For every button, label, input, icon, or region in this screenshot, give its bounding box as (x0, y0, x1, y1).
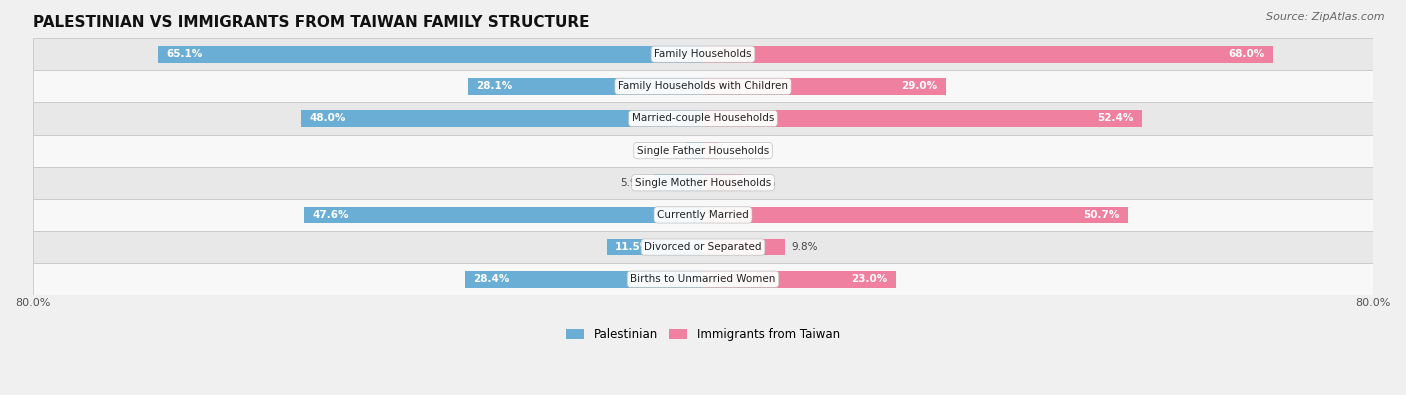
Text: 5.9%: 5.9% (620, 178, 647, 188)
FancyBboxPatch shape (32, 102, 1374, 135)
Bar (703, 239, 785, 256)
Text: Single Mother Households: Single Mother Households (636, 178, 770, 188)
Text: Family Households with Children: Family Households with Children (619, 81, 787, 91)
Bar (703, 110, 1142, 127)
Text: 11.5%: 11.5% (614, 242, 651, 252)
Bar (703, 142, 718, 159)
Text: 4.7%: 4.7% (749, 178, 776, 188)
Text: 28.1%: 28.1% (477, 81, 512, 91)
Bar (703, 78, 946, 95)
Text: 23.0%: 23.0% (851, 274, 887, 284)
Text: 1.8%: 1.8% (724, 146, 751, 156)
FancyBboxPatch shape (32, 199, 1374, 231)
Legend: Palestinian, Immigrants from Taiwan: Palestinian, Immigrants from Taiwan (561, 324, 845, 346)
Text: 28.4%: 28.4% (474, 274, 510, 284)
Bar (606, 239, 703, 256)
Text: Births to Unmarried Women: Births to Unmarried Women (630, 274, 776, 284)
Text: 29.0%: 29.0% (901, 81, 938, 91)
Text: Married-couple Households: Married-couple Households (631, 113, 775, 124)
Text: 68.0%: 68.0% (1227, 49, 1264, 59)
FancyBboxPatch shape (32, 167, 1374, 199)
Text: Currently Married: Currently Married (657, 210, 749, 220)
Text: Family Households: Family Households (654, 49, 752, 59)
Text: 65.1%: 65.1% (166, 49, 202, 59)
Bar (468, 78, 703, 95)
FancyBboxPatch shape (32, 70, 1374, 102)
Bar (654, 175, 703, 191)
Text: PALESTINIAN VS IMMIGRANTS FROM TAIWAN FAMILY STRUCTURE: PALESTINIAN VS IMMIGRANTS FROM TAIWAN FA… (32, 15, 589, 30)
Bar (703, 207, 1128, 223)
Bar (685, 142, 703, 159)
Text: 2.2%: 2.2% (651, 146, 678, 156)
Text: 9.8%: 9.8% (792, 242, 818, 252)
FancyBboxPatch shape (32, 38, 1374, 70)
Bar (304, 207, 703, 223)
Text: 48.0%: 48.0% (309, 113, 346, 124)
Text: Single Father Households: Single Father Households (637, 146, 769, 156)
Bar (157, 46, 703, 62)
Text: Divorced or Separated: Divorced or Separated (644, 242, 762, 252)
FancyBboxPatch shape (32, 263, 1374, 295)
FancyBboxPatch shape (32, 135, 1374, 167)
FancyBboxPatch shape (32, 231, 1374, 263)
Text: 47.6%: 47.6% (312, 210, 349, 220)
Text: Source: ZipAtlas.com: Source: ZipAtlas.com (1267, 12, 1385, 22)
Bar (703, 46, 1272, 62)
Text: 52.4%: 52.4% (1097, 113, 1133, 124)
Bar (301, 110, 703, 127)
Bar (465, 271, 703, 288)
Bar (703, 271, 896, 288)
Bar (703, 175, 742, 191)
Text: 50.7%: 50.7% (1083, 210, 1119, 220)
